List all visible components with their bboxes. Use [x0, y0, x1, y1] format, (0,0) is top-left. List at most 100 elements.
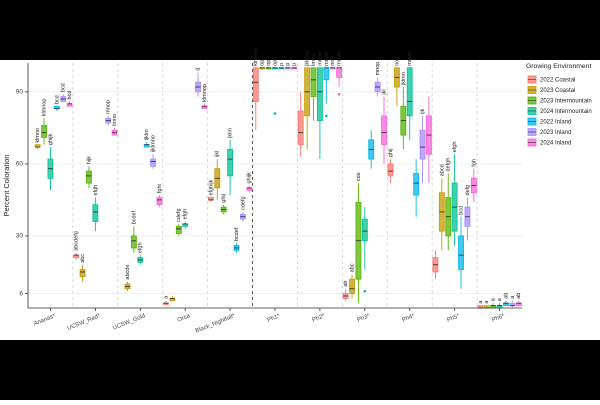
- box: defgh: [445, 158, 452, 251]
- significance-label: klmnop: [202, 84, 208, 102]
- box-body: [317, 67, 323, 122]
- box: efghijk: [207, 179, 214, 203]
- legend-label: 2023 Inland: [540, 130, 571, 136]
- significance-label: mnop: [375, 62, 381, 76]
- legend-item: 2022 Coastal: [527, 75, 575, 84]
- box: cde: [355, 172, 362, 304]
- significance-label: efgh: [183, 209, 189, 220]
- box: [169, 295, 176, 302]
- significance-label: jkl: [381, 89, 387, 95]
- x-tick-label: Ph5*: [446, 313, 461, 324]
- significance-label: nop: [394, 57, 400, 66]
- box: efgh: [92, 185, 99, 232]
- significance-label: lmno: [112, 114, 118, 126]
- box: bcd: [458, 206, 464, 289]
- box: ijklm: [143, 129, 150, 148]
- significance-label: klmno: [35, 128, 41, 143]
- box: lmno: [111, 114, 118, 136]
- box: [413, 159, 420, 217]
- significance-label: klmnop: [42, 99, 48, 117]
- y-tick-label: 60: [16, 161, 24, 168]
- significance-label: jklmn: [401, 72, 407, 86]
- box: mnop: [336, 52, 343, 96]
- box-body: [297, 110, 304, 146]
- box-body: [349, 278, 355, 294]
- box-body: [130, 235, 137, 249]
- box-body: [419, 129, 426, 160]
- box: fgh: [470, 159, 477, 203]
- significance-label: abcde: [125, 265, 131, 280]
- significance-label: efghijk: [208, 179, 214, 195]
- box: a: [477, 300, 484, 309]
- significance-label: mnop: [407, 52, 413, 66]
- significance-label: ijk: [420, 108, 426, 113]
- box-body: [310, 67, 317, 98]
- box: nop: [394, 57, 400, 107]
- significance-label: abcd: [439, 164, 445, 176]
- box-body: [361, 218, 368, 242]
- outlier-point: [337, 92, 341, 96]
- legend-item: 2024 Inland: [527, 138, 571, 147]
- box: op: [259, 60, 266, 70]
- bottom-letterbox: [0, 340, 600, 400]
- box: ab: [515, 293, 522, 306]
- significance-label: abc: [349, 263, 355, 272]
- significance-label: jklm: [228, 128, 234, 139]
- significance-label: nop: [330, 57, 336, 66]
- box: klmno: [34, 128, 41, 150]
- significance-label: op: [266, 60, 272, 66]
- box: [297, 91, 304, 157]
- significance-label: op: [272, 60, 278, 66]
- box-body: [387, 163, 394, 177]
- significance-label: mnop: [106, 100, 112, 114]
- box: ghijk: [47, 134, 54, 191]
- box: p: [278, 63, 285, 70]
- significance-label: a: [478, 300, 484, 304]
- box: mnop: [317, 52, 323, 160]
- box: abcd: [438, 164, 445, 251]
- x-tick-label: Ananas*: [33, 313, 57, 327]
- significance-label: a: [491, 297, 497, 301]
- box: fghi: [156, 184, 163, 208]
- significance-label: fgh: [471, 159, 477, 167]
- legend-item: 2023 Intermountain: [527, 96, 592, 105]
- box: cdefg: [239, 196, 246, 222]
- legend-label: 2023 Intermountain: [540, 99, 592, 105]
- box: ghij: [387, 149, 394, 184]
- box: ijkl: [214, 151, 221, 200]
- box: bcdef: [233, 227, 240, 253]
- box: p: [284, 63, 291, 70]
- box: [432, 250, 439, 280]
- box-body: [79, 269, 86, 278]
- box-body: [336, 67, 343, 78]
- significance-label: bcd: [458, 206, 464, 215]
- box: jklmn: [400, 72, 407, 150]
- x-tick-label: Ph1*: [267, 313, 282, 324]
- outlier-point: [325, 114, 328, 118]
- significance-label: ab: [503, 293, 509, 299]
- plot-area: klmnoklmnopghijkbcdbcdbcdabcdefgabchijke…: [28, 48, 522, 309]
- box-body: [41, 125, 47, 138]
- significance-label: bcd: [54, 95, 60, 104]
- box: abcde: [124, 265, 131, 292]
- significance-label: hijk: [86, 156, 92, 165]
- box: efgh: [451, 142, 458, 246]
- significance-label: ijklmno: [151, 135, 157, 152]
- significance-label: cdefg: [240, 196, 246, 209]
- significance-label: ijkl: [215, 151, 221, 157]
- x-tick-label: UCSW_Red*: [67, 313, 102, 332]
- significance-label: bcd: [61, 83, 67, 92]
- significance-label: mnop: [317, 52, 323, 66]
- box: hijk: [86, 156, 92, 188]
- top-letterbox: [0, 0, 600, 60]
- box: mnop: [406, 52, 413, 140]
- significance-label: a: [510, 295, 516, 299]
- outlier-point: [273, 112, 277, 115]
- box-body: [252, 67, 259, 102]
- significance-label: bcdef: [131, 210, 137, 224]
- significance-label: op: [260, 60, 266, 66]
- legend-item: 2024 Intermountain: [527, 107, 592, 115]
- significance-label: cdefg: [176, 208, 182, 221]
- box: mnop: [323, 52, 330, 118]
